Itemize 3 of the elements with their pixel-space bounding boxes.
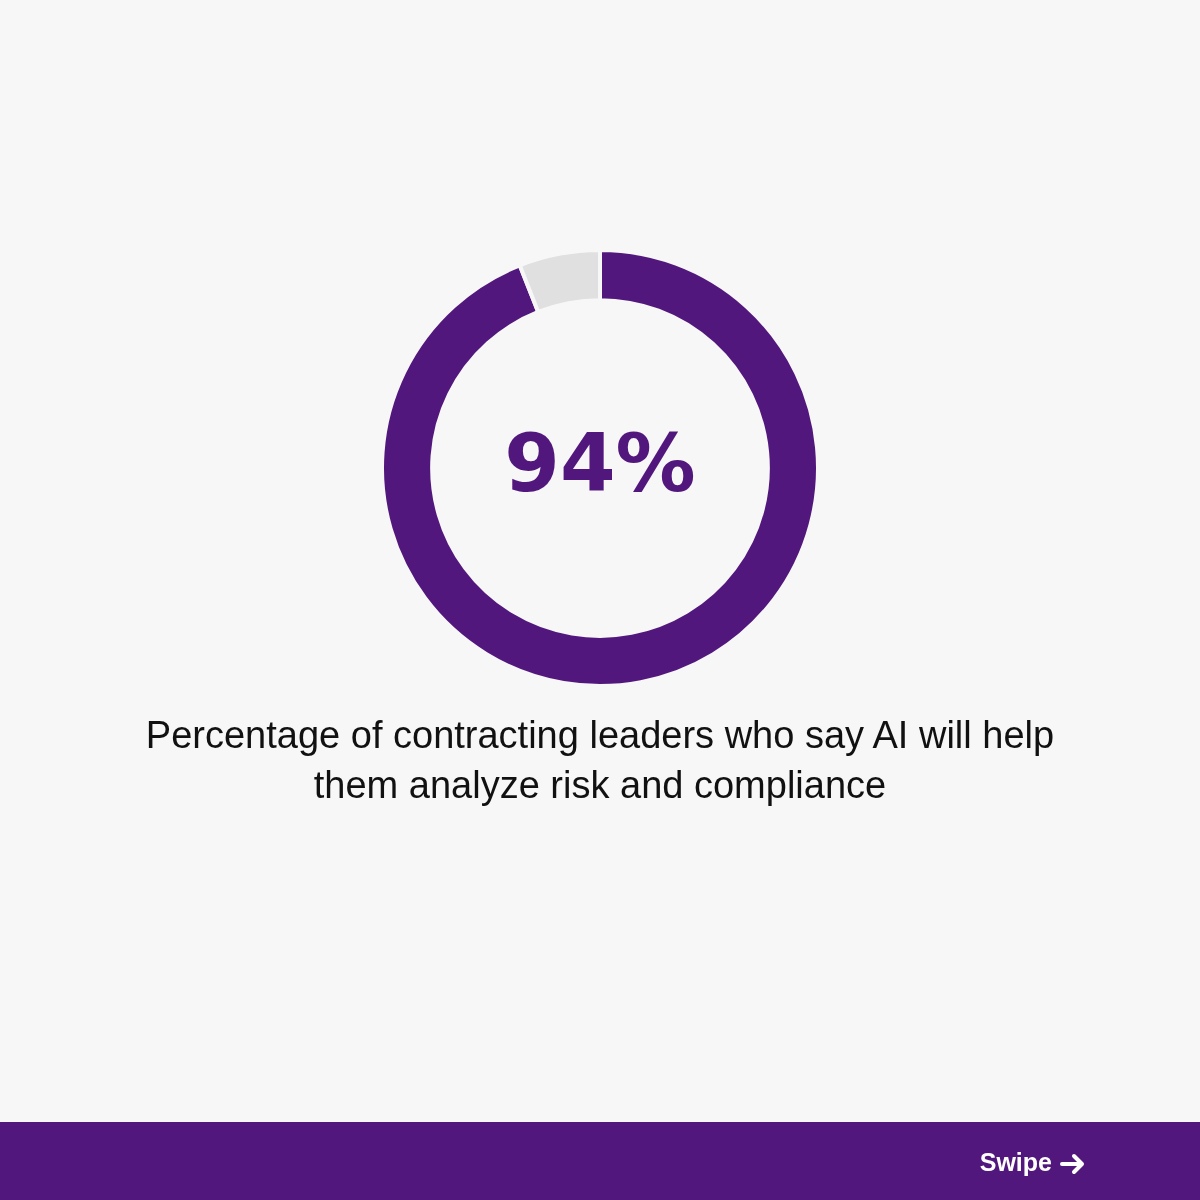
- text: Swipe: [979, 1148, 1052, 1177]
- data-label: 94%: [504, 416, 696, 510]
- text: Percentage of contracting leaders who say AI will help them analyze risk and compliance: [144, 713, 1056, 808]
